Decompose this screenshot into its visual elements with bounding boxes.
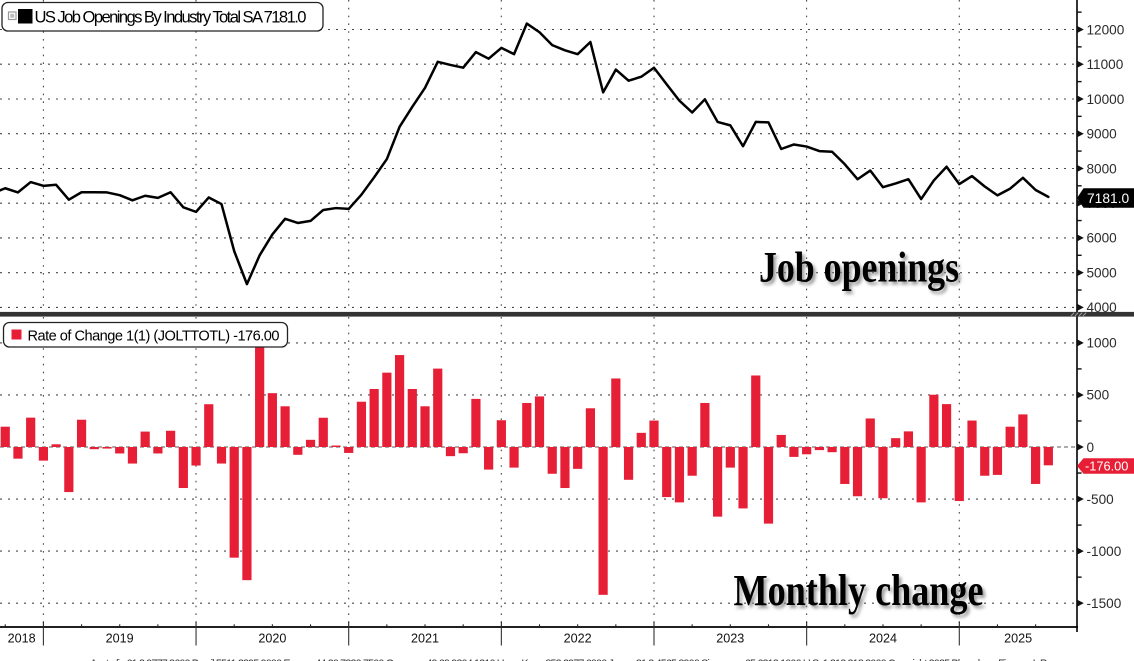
svg-text:2021: 2021 — [411, 632, 439, 646]
svg-text:0: 0 — [1087, 440, 1095, 455]
svg-text:6000: 6000 — [1087, 231, 1118, 246]
svg-text:Monthly change: Monthly change — [736, 569, 986, 618]
svg-text:4000: 4000 — [1087, 300, 1118, 315]
svg-text:12000: 12000 — [1087, 22, 1125, 37]
svg-text:2025: 2025 — [1004, 632, 1032, 646]
svg-text:1000: 1000 — [1087, 336, 1118, 351]
svg-text:-1000: -1000 — [1087, 544, 1122, 559]
svg-text:Australia 61 2 9777 8600 Brazi: Australia 61 2 9777 8600 Brazil 5511 239… — [90, 658, 1048, 661]
svg-text:7181.0: 7181.0 — [1087, 191, 1130, 206]
svg-text:5000: 5000 — [1087, 265, 1118, 280]
svg-text:US Job Openings By Industry To: US Job Openings By Industry Total SA 718… — [35, 8, 307, 27]
svg-text:2024: 2024 — [869, 632, 897, 646]
svg-text:8000: 8000 — [1087, 161, 1118, 176]
svg-text:Rate of Change 1(1) (JOLTTOTL): Rate of Change 1(1) (JOLTTOTL) -176.00 — [28, 329, 280, 345]
svg-text:2018: 2018 — [8, 632, 36, 646]
svg-text:-1500: -1500 — [1087, 596, 1122, 611]
svg-text:Monthly change: Monthly change — [734, 566, 984, 615]
svg-text:2023: 2023 — [716, 632, 744, 646]
svg-text:-500: -500 — [1087, 492, 1115, 507]
svg-text:9000: 9000 — [1087, 127, 1118, 142]
svg-text:2020: 2020 — [258, 632, 286, 646]
svg-text:-176.00: -176.00 — [1085, 459, 1128, 474]
svg-text:10000: 10000 — [1087, 92, 1125, 107]
svg-text:Job openings: Job openings — [762, 247, 962, 295]
svg-text:2019: 2019 — [106, 632, 134, 646]
svg-text:11000: 11000 — [1087, 57, 1124, 72]
svg-text:500: 500 — [1087, 388, 1110, 403]
svg-text:Job openings: Job openings — [759, 244, 959, 292]
svg-text:2022: 2022 — [564, 632, 592, 646]
